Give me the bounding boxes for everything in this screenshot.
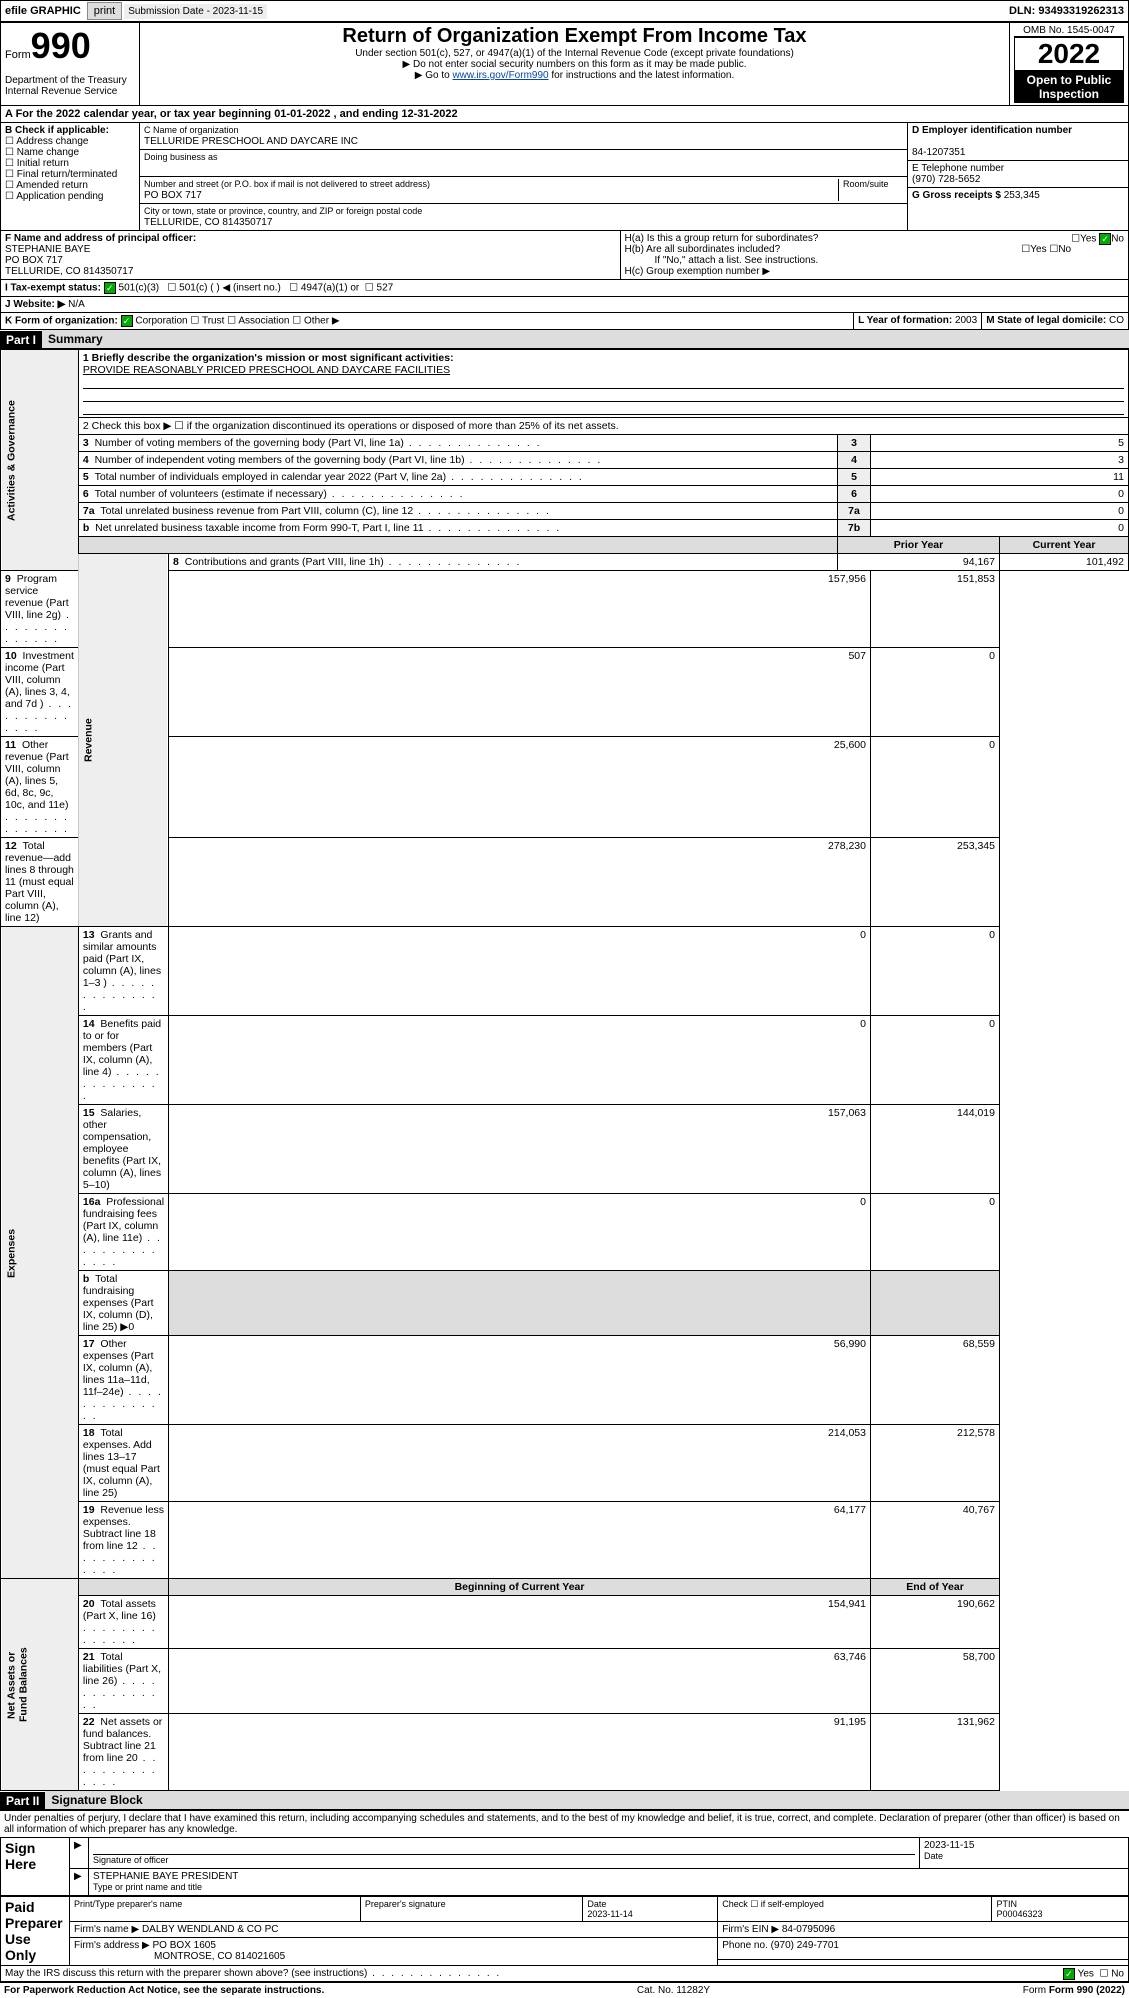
mission-label: 1 Briefly describe the organization's mi… [83,352,454,364]
print-button[interactable]: print [87,2,122,20]
revenue-vlabel: Revenue [78,554,168,927]
tax-status-row: I Tax-exempt status: ✓ 501(c)(3) ☐ 501(c… [0,280,1129,297]
chk-address[interactable]: ☐ Address change [5,136,135,147]
line-2: 2 Check this box ▶ ☐ if the organization… [78,418,1128,435]
tax-year: 2022 [1014,37,1124,71]
city-value: TELLURIDE, CO 814350717 [144,217,272,228]
netassets-vlabel: Net Assets or Fund Balances [1,1579,79,1791]
officer-label: F Name and address of principal officer: [5,233,196,244]
block-klm: K Form of organization: ✓ Corporation ☐ … [0,313,1129,330]
chk-final[interactable]: ☐ Final return/terminated [5,169,135,180]
form-number: 990 [31,25,91,66]
top-toolbar: efile GRAPHIC print Submission Date - 20… [0,0,1129,22]
omb-number: OMB No. 1545-0047 [1014,25,1124,37]
perjury-statement: Under penalties of perjury, I declare th… [0,1810,1129,1837]
part-i-header: Part I Summary [0,330,1129,349]
note-ssn: ▶ Do not enter social security numbers o… [144,59,1005,70]
ein-label: D Employer identification number [912,125,1072,136]
hb-note: If "No," attach a list. See instructions… [625,255,1125,266]
officer-name: STEPHANIE BAYE [5,244,90,255]
irs-link[interactable]: www.irs.gov/Form990 [452,70,548,81]
chk-pending[interactable]: ☐ Application pending [5,191,135,202]
gross-value: 253,345 [1004,190,1040,201]
ha-no-checked: ✓ [1099,233,1111,245]
gross-label: G Gross receipts $ [912,190,1001,201]
street-label: Number and street (or P.O. box if mail i… [144,179,430,189]
ein-value: 84-1207351 [912,147,965,158]
website-row: J Website: ▶ N/A [0,297,1129,313]
tax-period: A For the 2022 calendar year, or tax yea… [0,106,1129,123]
part-ii-header: Part II Signature Block [0,1791,1129,1810]
form-subtitle: Under section 501(c), 527, or 4947(a)(1)… [144,48,1005,59]
officer-signed-name: STEPHANIE BAYE PRESIDENT [93,1871,238,1882]
dba-label: Doing business as [144,152,218,162]
block-bcdeg: B Check if applicable: ☐ Address change … [0,123,1129,231]
ha-label: H(a) Is this a group return for subordin… [625,233,819,244]
efile-label: efile GRAPHIC [1,5,85,17]
dept-label: Department of the Treasury Internal Reve… [5,75,135,97]
submission-date: Submission Date - 2023-11-15 [124,4,267,19]
form-word: Form [5,49,31,61]
website-value: N/A [68,299,85,310]
page-footer: For Paperwork Reduction Act Notice, see … [0,1982,1129,1998]
phone-value: (970) 728-5652 [912,174,980,185]
hc-label: H(c) Group exemption number ▶ [625,266,1125,277]
chk-amended[interactable]: ☐ Amended return [5,180,135,191]
officer-city: TELLURIDE, CO 814350717 [5,266,133,277]
chk-name[interactable]: ☐ Name change [5,147,135,158]
form-header: Form990 Department of the Treasury Inter… [0,22,1129,106]
street-value: PO BOX 717 [144,190,202,201]
chk-501c3[interactable]: ✓ [104,282,116,294]
discuss-yes-checked[interactable]: ✓ [1063,1968,1075,1980]
paid-preparer-block: Paid Preparer Use Only Print/Type prepar… [0,1896,1129,1966]
chk-initial[interactable]: ☐ Initial return [5,158,135,169]
officer-street: PO BOX 717 [5,255,63,266]
org-name-label: C Name of organization [144,125,239,135]
room-label: Room/suite [838,179,903,201]
summary-table: Activities & Governance 1 Briefly descri… [0,349,1129,1791]
dln-label: DLN: 93493319262313 [1009,5,1128,17]
form-title: Return of Organization Exempt From Incom… [144,25,1005,48]
inspection-badge: Open to Public Inspection [1014,71,1124,103]
check-if-applicable: B Check if applicable: [5,125,135,136]
expenses-vlabel: Expenses [1,927,79,1579]
block-fh: F Name and address of principal officer:… [0,231,1129,280]
governance-vlabel: Activities & Governance [1,350,79,571]
mission-text: PROVIDE REASONABLY PRICED PRESCHOOL AND … [83,364,450,376]
phone-label: E Telephone number [912,163,1004,174]
note-link: ▶ Go to www.irs.gov/Form990 for instruct… [144,70,1005,81]
sign-here-block: Sign Here ▶ Signature of officer 2023-11… [0,1837,1129,1896]
discuss-row: May the IRS discuss this return with the… [0,1966,1129,1982]
city-label: City or town, state or province, country… [144,206,422,216]
chk-corp[interactable]: ✓ [121,315,133,327]
org-name: TELLURIDE PRESCHOOL AND DAYCARE INC [144,136,358,147]
hb-label: H(b) Are all subordinates included? [625,244,781,255]
